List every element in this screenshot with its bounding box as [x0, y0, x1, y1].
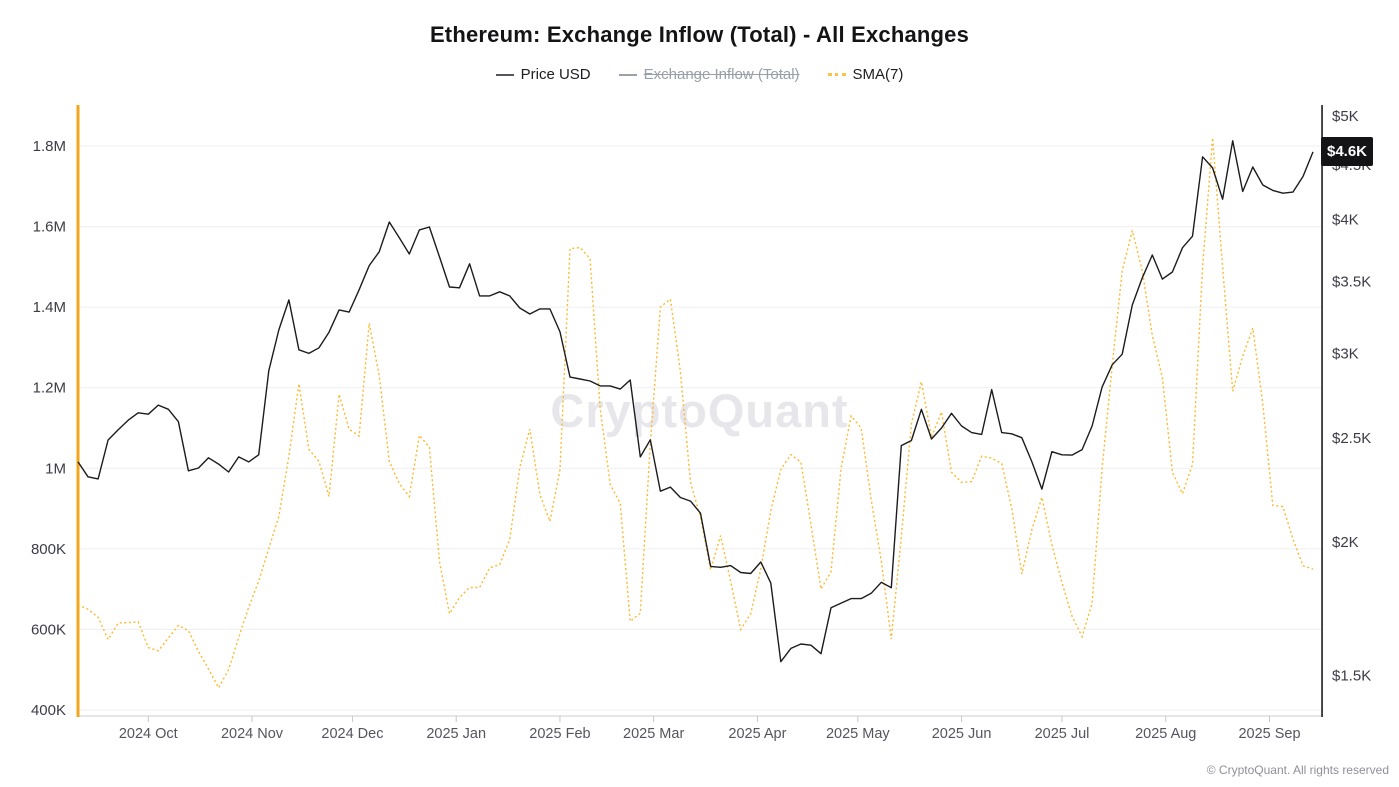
legend-item-sma7[interactable]: SMA(7): [827, 66, 904, 83]
plot-area[interactable]: [78, 105, 1322, 716]
x-axis-tick-label: 2025 Apr: [728, 726, 786, 742]
legend-item-price-usd[interactable]: Price USD: [495, 66, 591, 83]
copyright-note: © CryptoQuant. All rights reserved: [1206, 763, 1389, 777]
legend-label: Price USD: [520, 66, 591, 83]
left-axis-spine: [76, 105, 80, 717]
right-axis-tick-label: $2.5K: [1332, 430, 1371, 447]
right-axis-tick-label: $4K: [1332, 212, 1359, 229]
left-axis-tick-label: 1.8M: [33, 138, 66, 155]
legend-item-exchange-inflow[interactable]: Exchange Inflow (Total): [618, 66, 800, 83]
inflow-line-swatch-icon: [618, 73, 637, 76]
sma-line-swatch-icon: [827, 73, 846, 76]
left-axis-tick-label: 600K: [31, 621, 66, 638]
legend-label: SMA(7): [852, 66, 904, 83]
left-axis-tick-label: 1.2M: [33, 380, 66, 397]
x-axis-tick-label: 2025 Jan: [426, 726, 486, 742]
x-axis-tick-label: 2024 Oct: [119, 726, 178, 742]
chart-title: Ethereum: Exchange Inflow (Total) - All …: [429, 22, 970, 47]
x-axis-tick-label: 2025 Feb: [529, 726, 590, 742]
left-axis-tick-label: 1.4M: [33, 299, 66, 316]
left-axis-tick-label: 400K: [31, 702, 66, 719]
legend: Price USD Exchange Inflow (Total) SMA(7): [0, 66, 1399, 83]
x-axis-tick-label: 2025 May: [826, 726, 890, 742]
x-axis-tick-label: 2025 Sep: [1238, 726, 1300, 742]
left-axis-tick-label: 1.6M: [33, 219, 66, 236]
x-axis-tick-label: 2024 Dec: [321, 726, 383, 742]
left-axis-tick-label: 1M: [45, 460, 66, 477]
left-axis-tick-label: 800K: [31, 541, 66, 558]
right-axis-tick-label: $3K: [1332, 345, 1359, 362]
x-axis-tick-label: 2025 Jun: [932, 726, 992, 742]
right-axis-tick-label: $5K: [1332, 108, 1359, 125]
sma7-line: [77, 137, 1314, 690]
price-usd-line: [77, 140, 1314, 663]
legend-label: Exchange Inflow (Total): [643, 66, 800, 83]
right-axis-tick-label: $3.5K: [1332, 274, 1371, 291]
x-axis-tick-label: 2025 Jul: [1035, 726, 1090, 742]
x-axis-tick-label: 2024 Nov: [221, 726, 284, 742]
current-price-badge: $4.6K: [1321, 137, 1373, 166]
x-axis-tick-label: 2025 Mar: [623, 726, 684, 742]
right-axis-tick-label: $2K: [1332, 534, 1359, 551]
right-axis-tick-label: $1.5K: [1332, 667, 1371, 684]
right-axis-spine: [1321, 105, 1323, 717]
price-line-swatch-icon: [495, 73, 514, 76]
x-axis-tick-label: 2025 Aug: [1135, 726, 1196, 742]
